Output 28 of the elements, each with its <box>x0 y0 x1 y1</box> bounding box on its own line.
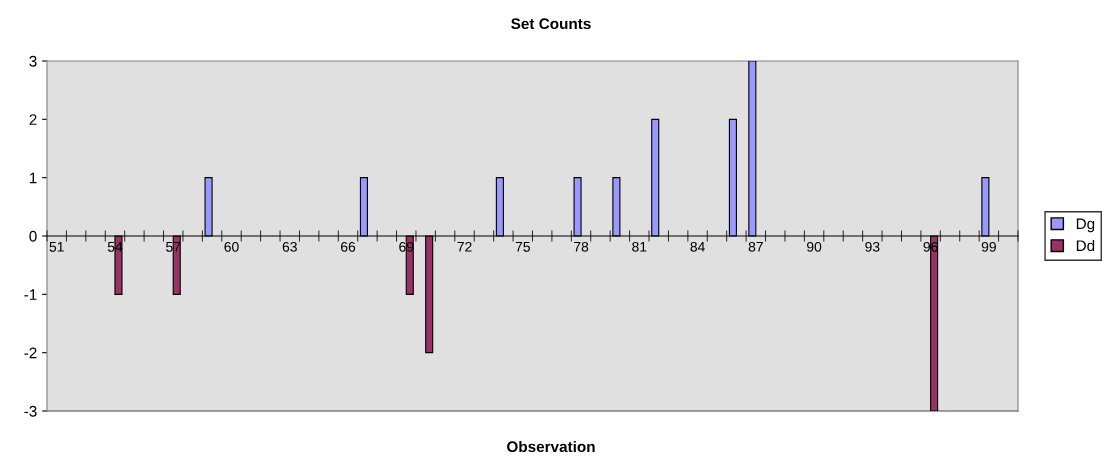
x-tick-label: 87 <box>748 241 763 252</box>
x-tick-label: 84 <box>690 241 705 252</box>
y-tick-label: -3 <box>24 405 37 417</box>
x-tick-label: 96 <box>923 241 938 252</box>
x-tick-label: 78 <box>574 241 589 252</box>
x-tick-label: 75 <box>515 242 530 252</box>
x-tick-label: 90 <box>807 241 822 252</box>
x-tick-label: 81 <box>632 241 647 252</box>
x-tick-label: 93 <box>865 241 880 252</box>
x-tick-label: 66 <box>340 241 356 252</box>
y-tick-label: 2 <box>29 114 37 125</box>
x-tick-label: 60 <box>224 241 239 252</box>
x-tick-label: 57 <box>166 242 181 252</box>
x-axis-title: Observation <box>507 440 595 453</box>
y-tick-label: 1 <box>29 172 37 184</box>
legend-label: Dg <box>1076 218 1095 233</box>
y-tick-label: 0 <box>29 230 37 242</box>
x-tick-label: 54 <box>107 242 123 252</box>
x-tick-label: 51 <box>49 242 64 252</box>
x-tick-label: 72 <box>457 241 472 252</box>
y-tick-label: -2 <box>24 347 37 359</box>
y-tick-label: -1 <box>24 289 37 300</box>
x-tick-label: 63 <box>282 241 297 252</box>
chart-title: Set Counts <box>511 18 591 30</box>
x-tick-label: 99 <box>981 241 996 252</box>
legend-label: Dd <box>1076 239 1095 252</box>
y-tick-label: 3 <box>29 55 37 67</box>
x-tick-label: 69 <box>399 241 414 252</box>
